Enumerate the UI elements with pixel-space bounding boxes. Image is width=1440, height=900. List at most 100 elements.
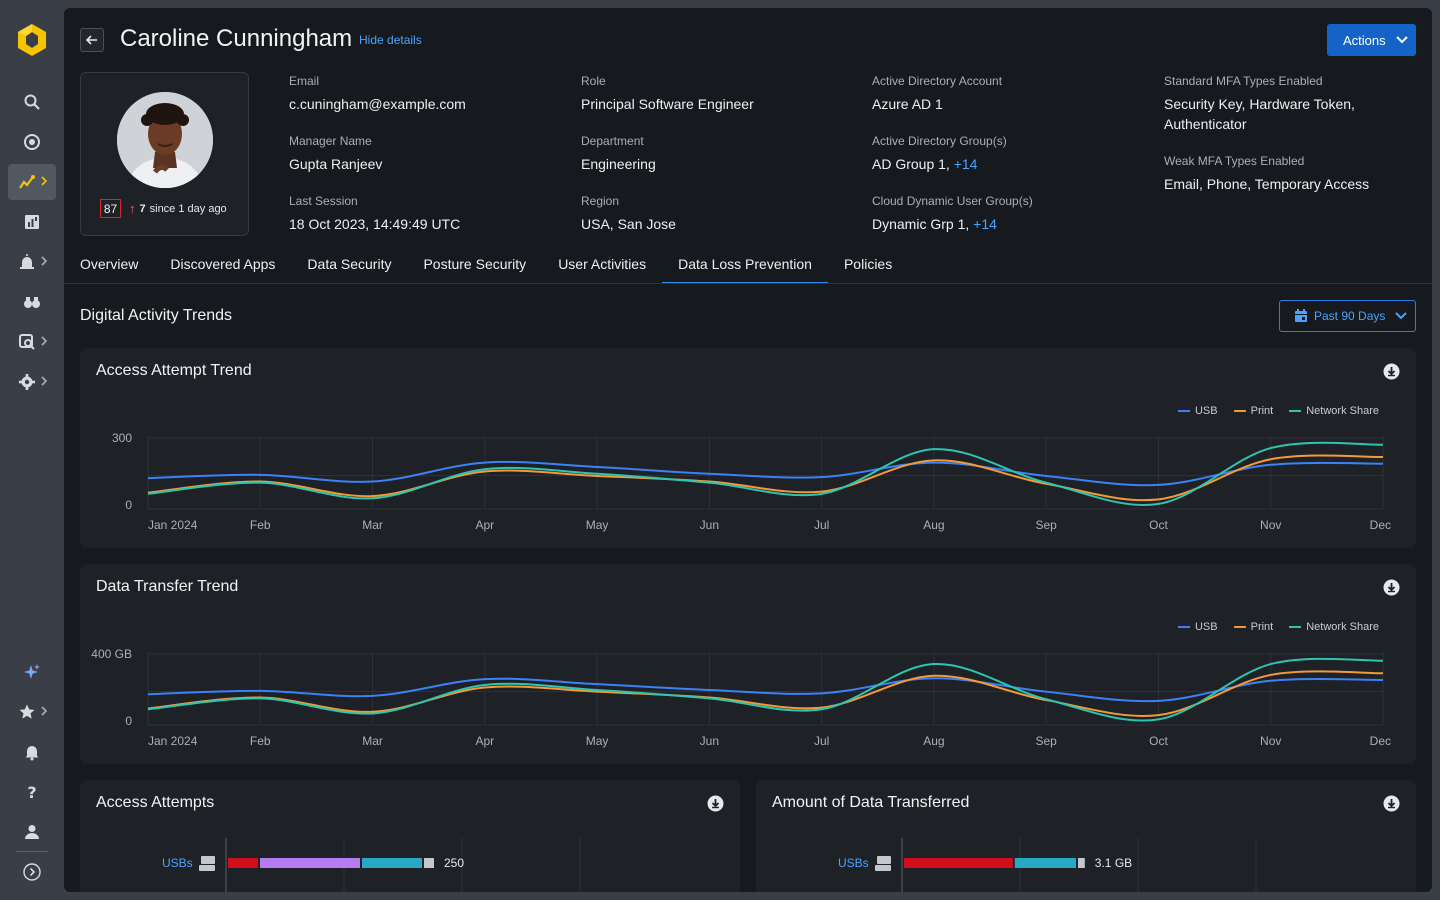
series-line-usb[interactable] — [147, 460, 1384, 487]
region-label: Region — [581, 194, 620, 208]
ad-groups-more-link[interactable]: +14 — [953, 156, 978, 172]
x-tick-label: Dec — [1370, 518, 1391, 532]
details-column-2: Role Principal Software Engineer Departme… — [581, 72, 861, 252]
category-label[interactable]: USBs — [838, 856, 869, 870]
ad-account-label: Active Directory Account — [872, 74, 1003, 88]
bar-segment[interactable] — [424, 858, 434, 868]
bar-segment[interactable] — [904, 858, 1013, 868]
cloud-groups-label: Cloud Dynamic User Group(s) — [872, 194, 1033, 208]
x-tick-label: Mar — [362, 518, 383, 532]
sparkle-icon[interactable] — [8, 654, 56, 690]
download-icon[interactable] — [1383, 795, 1400, 812]
bar-segment[interactable] — [362, 858, 422, 868]
chevron-right-icon — [41, 706, 48, 716]
bell-icon[interactable] — [8, 734, 56, 770]
x-tick-label: Oct — [1149, 518, 1168, 532]
category-label[interactable]: USBs — [162, 856, 193, 870]
role-value: Principal Software Engineer — [581, 96, 754, 112]
ad-groups-label: Active Directory Group(s) — [872, 134, 1007, 148]
actions-button[interactable]: Actions — [1327, 24, 1416, 56]
radar-icon[interactable] — [8, 124, 56, 160]
download-icon[interactable] — [1383, 363, 1400, 380]
legend-item-usb[interactable]: USB — [1177, 621, 1218, 633]
x-tick-label: Oct — [1149, 734, 1168, 748]
bar-segment[interactable] — [228, 858, 258, 868]
legend-item-usb[interactable]: USB — [1177, 405, 1218, 417]
chart-title: Amount of Data Transferred — [772, 794, 970, 811]
main-panel: Caroline Cunningham Hide details Actions… — [64, 8, 1432, 892]
weak-mfa-value: Email, Phone, Temporary Access — [1164, 176, 1370, 192]
ad-groups-value: AD Group 1, +14 — [872, 154, 1152, 174]
legend-item-print[interactable]: Print — [1233, 405, 1274, 417]
x-tick-label: Apr — [475, 734, 494, 748]
date-range-button[interactable]: Past 90 Days — [1279, 300, 1416, 332]
legend-item-print[interactable]: Print — [1233, 621, 1273, 633]
avatar — [117, 92, 213, 188]
details-column-1: Email c.cuningham@example.com Manager Nam… — [289, 72, 569, 252]
expand-icon[interactable] — [8, 854, 56, 890]
chart-title: Access Attempt Trend — [96, 362, 252, 379]
brand-logo[interactable] — [14, 22, 50, 58]
access-attempt-trend-card: Access Attempt Trend USB Print Network S… — [80, 348, 1416, 548]
tab-data-loss-prevention[interactable]: Data Loss Prevention — [662, 254, 828, 284]
help-icon[interactable]: ? — [8, 774, 56, 810]
std-mfa-value: Security Key, Hardware Token, Authentica… — [1164, 96, 1355, 132]
ad-account-value: Azure AD 1 — [872, 96, 943, 112]
bar-segment[interactable] — [1014, 858, 1076, 868]
details-column-3: Active Directory Account Azure AD 1 Activ… — [872, 72, 1152, 252]
legend-label: USB — [1194, 621, 1218, 633]
series-line-print[interactable] — [147, 670, 1384, 717]
date-range-label: Past 90 Days — [1314, 309, 1386, 323]
bar-segment[interactable] — [260, 858, 360, 868]
legend-item-network-share[interactable]: Network Share — [1289, 621, 1379, 633]
cloud-groups-text: Dynamic Grp 1, — [872, 216, 970, 232]
weak-mfa-label: Weak MFA Types Enabled — [1164, 154, 1305, 168]
series-line-print[interactable] — [147, 454, 1384, 502]
tab-policies[interactable]: Policies — [843, 256, 893, 272]
chevron-down-icon — [1395, 36, 1408, 44]
usb-drive-icon — [875, 856, 891, 871]
x-tick-label: Mar — [362, 734, 383, 748]
bar-segment[interactable] — [1078, 858, 1085, 868]
tab-user-activities[interactable]: User Activities — [558, 256, 647, 272]
chevron-right-icon — [41, 336, 48, 346]
back-button[interactable] — [80, 28, 104, 52]
series-line-usb[interactable] — [147, 677, 1384, 703]
department-label: Department — [581, 134, 644, 148]
chevron-right-icon — [41, 376, 48, 386]
download-icon[interactable] — [1383, 579, 1400, 596]
access-attempts-card: Access Attempts USBs 250 — [80, 780, 740, 892]
alert-icon[interactable] — [8, 244, 56, 280]
cloud-groups-more-link[interactable]: +14 — [973, 216, 997, 232]
binoculars-icon[interactable] — [8, 284, 56, 320]
download-icon[interactable] — [707, 795, 724, 812]
series-line-network-share[interactable] — [147, 441, 1384, 506]
email-value: c.cuningham@example.com — [289, 96, 466, 112]
x-tick-label: Nov — [1260, 734, 1281, 748]
hide-details-link[interactable]: Hide details — [359, 33, 422, 47]
user-activity-icon[interactable] — [8, 164, 56, 200]
tab-posture-security[interactable]: Posture Security — [423, 256, 527, 272]
legend-item-network-share[interactable]: Network Share — [1289, 405, 1379, 417]
access-attempts-bar-chart: USBs 250 — [162, 838, 581, 892]
section-title: Digital Activity Trends — [80, 307, 233, 324]
risk-change-since: since 1 day ago — [149, 202, 227, 215]
tab-bar: Overview Discovered Apps Data Security P… — [80, 254, 1432, 284]
star-icon[interactable] — [8, 694, 56, 730]
x-tick-label: Nov — [1260, 518, 1281, 532]
nav-divider — [16, 851, 48, 852]
tab-discovered-apps[interactable]: Discovered Apps — [170, 256, 276, 272]
profile-icon[interactable] — [8, 814, 56, 850]
security-scan-icon[interactable] — [8, 324, 56, 360]
tab-overview[interactable]: Overview — [80, 256, 139, 272]
settings-icon[interactable] — [8, 364, 56, 400]
risk-score-badge: 87 — [100, 199, 121, 218]
tab-data-security[interactable]: Data Security — [307, 256, 392, 272]
legend-label: Print — [1250, 405, 1274, 417]
report-icon[interactable] — [8, 204, 56, 240]
legend-label: Network Share — [1306, 621, 1379, 633]
search-icon[interactable] — [8, 84, 56, 120]
chart-legend: USB Print Network Share — [1177, 621, 1379, 633]
series-line-network-share[interactable] — [147, 657, 1384, 722]
x-tick-label: Aug — [923, 734, 944, 748]
